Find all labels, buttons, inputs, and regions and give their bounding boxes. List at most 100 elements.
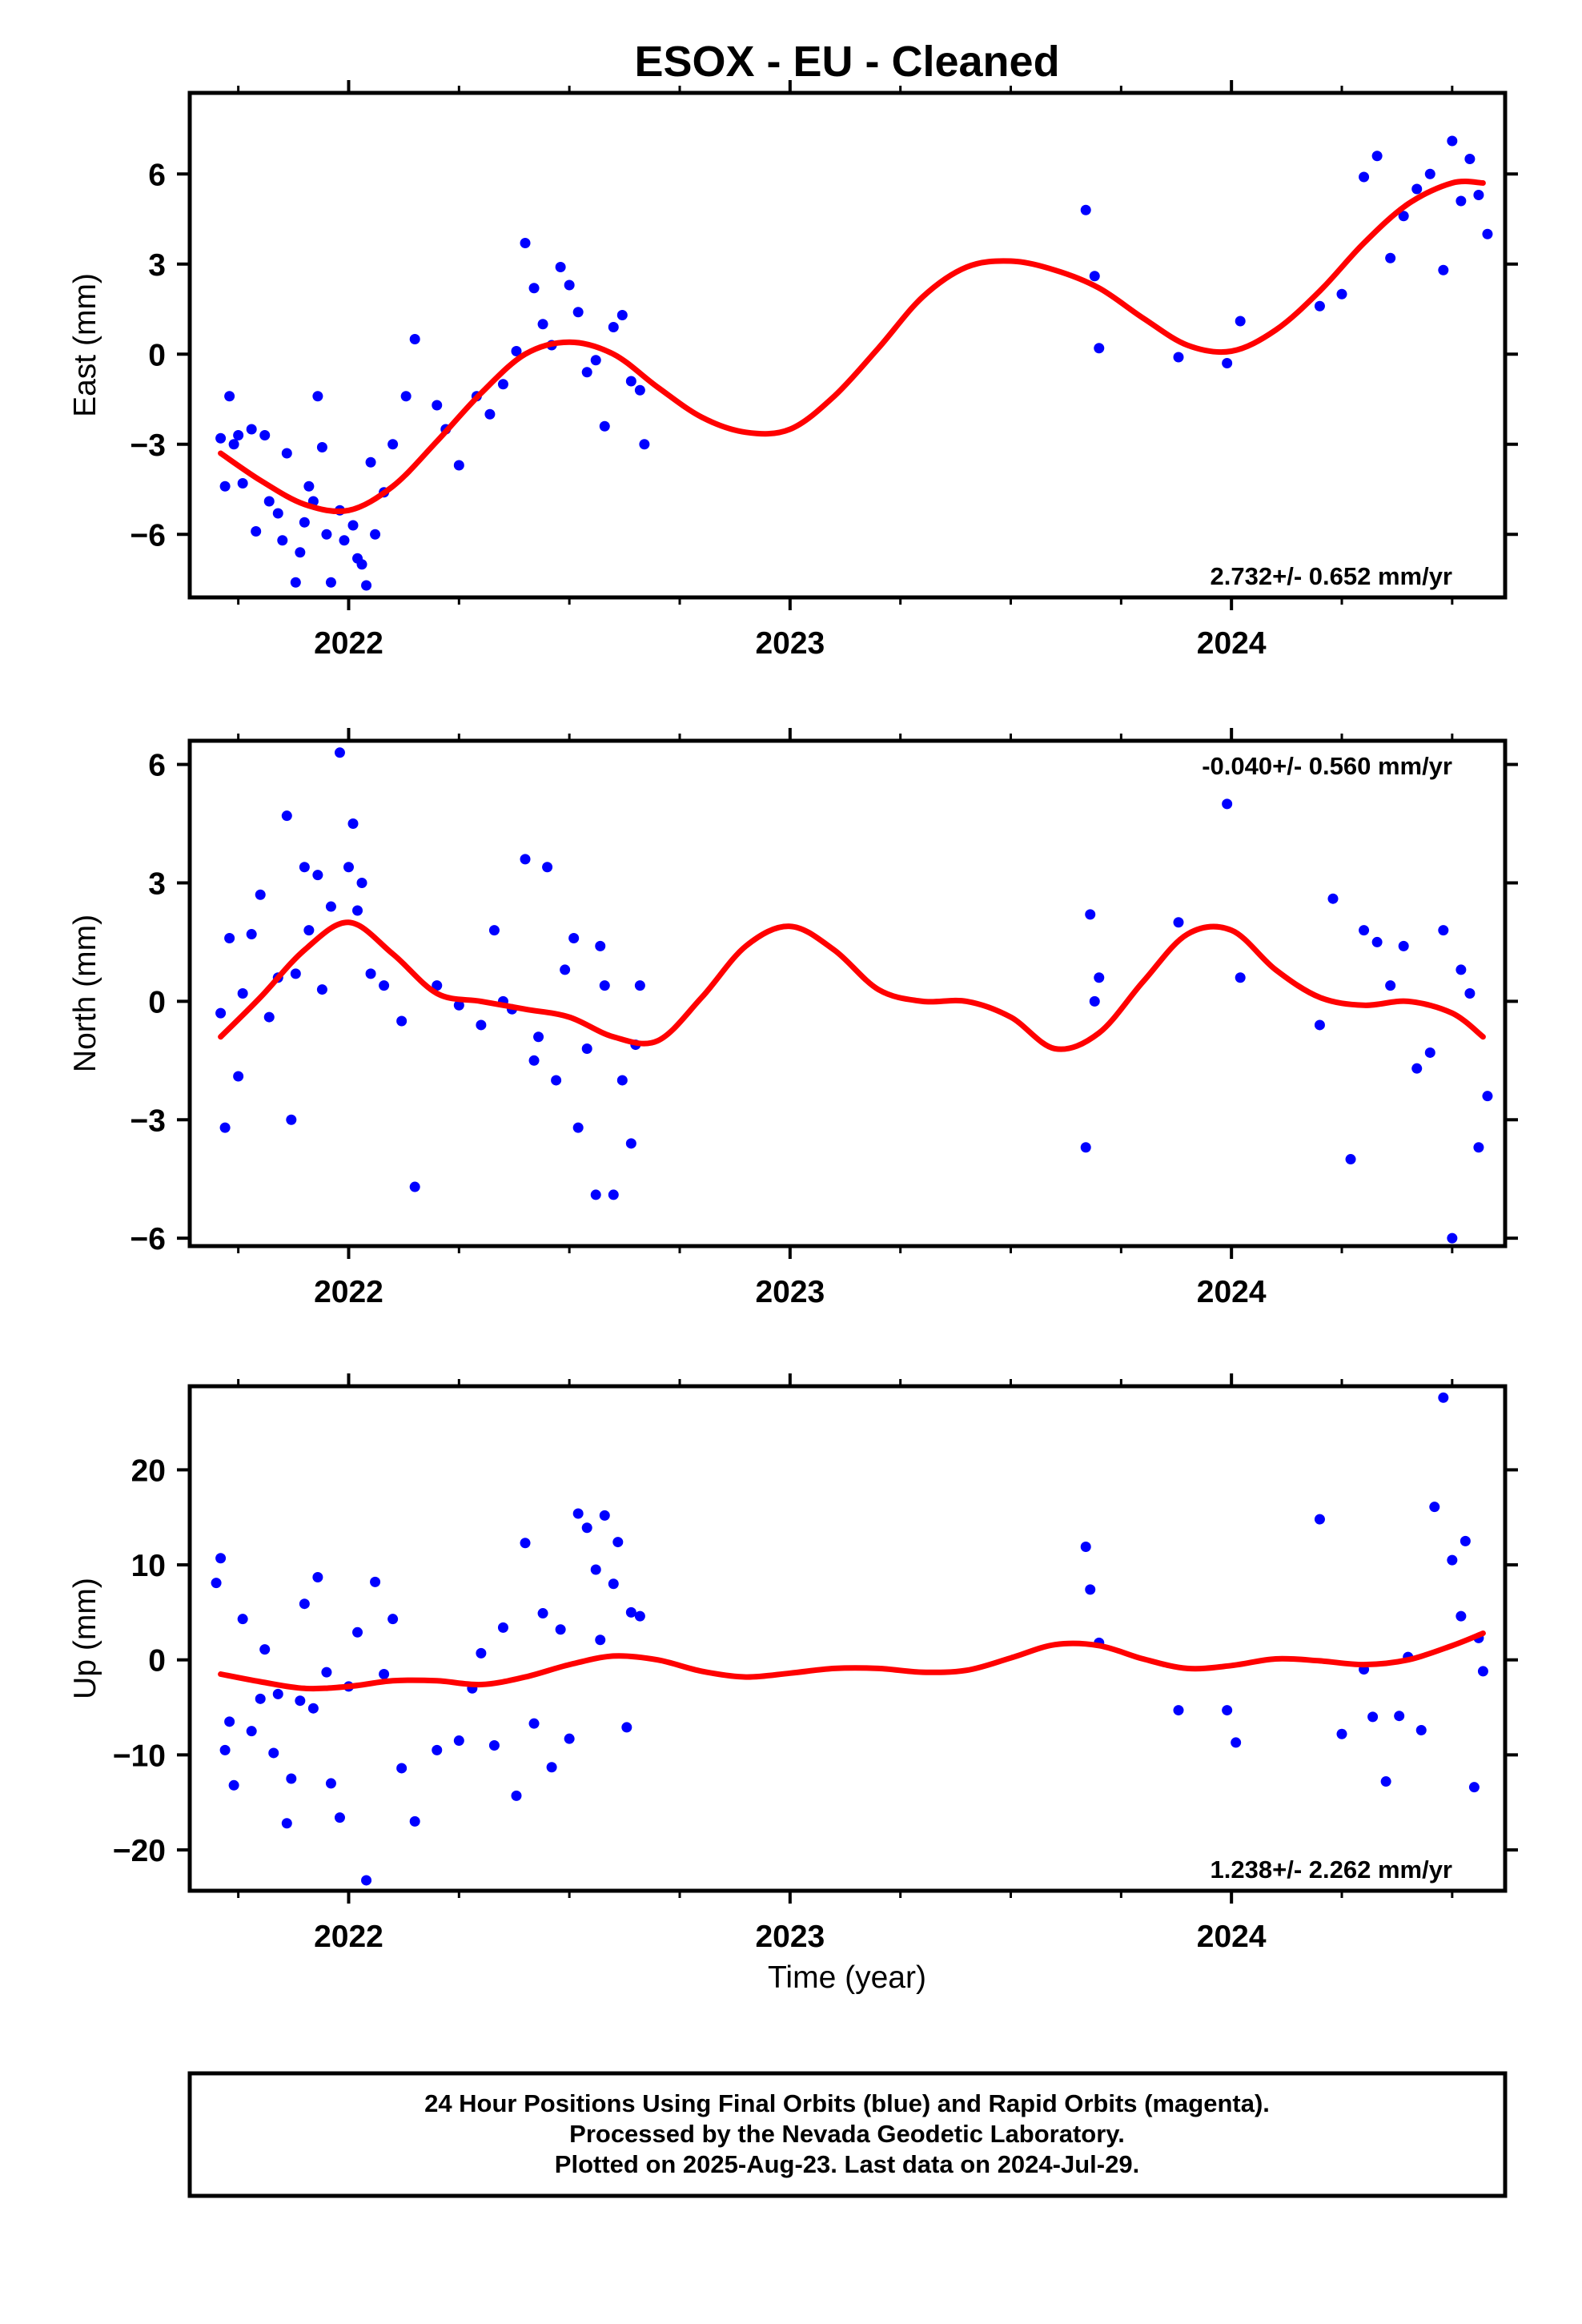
- data-point: [219, 1744, 231, 1755]
- data-point: [219, 1122, 231, 1133]
- up-panel: 2022 2023 2024 −20 −10 0 10 20 Up (mm) 1.238+/- 2…: [68, 1373, 1518, 1954]
- data-point: [356, 877, 367, 888]
- data-point: [295, 1695, 306, 1707]
- data-point: [1222, 358, 1233, 368]
- data-point: [1085, 909, 1096, 920]
- data-point: [255, 1693, 266, 1704]
- data-point: [1447, 1554, 1458, 1566]
- data-point: [432, 400, 443, 411]
- data-point: [634, 1610, 645, 1622]
- data-point: [537, 319, 548, 330]
- data-point: [528, 283, 540, 294]
- data-point: [1468, 1782, 1480, 1793]
- data-point: [295, 547, 306, 558]
- data-point: [599, 420, 610, 432]
- data-point: [560, 964, 571, 975]
- data-point: [246, 1726, 257, 1737]
- data-point: [379, 980, 390, 991]
- data-point: [564, 279, 575, 291]
- data-point: [343, 862, 354, 873]
- data-point: [555, 1624, 566, 1635]
- data-point: [1460, 1535, 1471, 1546]
- data-point: [639, 439, 650, 450]
- data-point: [400, 391, 412, 402]
- x-tick-label: 2022: [314, 1275, 383, 1309]
- data-point: [595, 940, 606, 951]
- data-point: [1482, 228, 1493, 239]
- data-point: [616, 1075, 628, 1086]
- data-point: [1398, 211, 1409, 222]
- x-tick-label: 2022: [314, 1920, 383, 1954]
- plot-frame: [187, 738, 1508, 1248]
- data-point: [268, 1747, 279, 1759]
- data-point: [581, 367, 592, 378]
- data-point: [608, 322, 619, 332]
- data-point: [281, 1818, 292, 1829]
- data-point: [237, 1614, 248, 1625]
- data-point: [1327, 893, 1339, 904]
- data-point: [1447, 135, 1458, 147]
- data-point: [1231, 1737, 1242, 1748]
- data-point: [1314, 1019, 1325, 1031]
- y-axis-label: Up (mm): [68, 1578, 102, 1699]
- data-point: [625, 1606, 636, 1618]
- data-point: [1385, 980, 1396, 991]
- velocity-rate-label: 2.732+/- 0.652 mm/yr: [1211, 562, 1452, 590]
- data-point: [555, 262, 566, 272]
- east-panel: 2022 2023 2024 −6 −3 0 3 6 East (mm) 2.732+/- 0.6…: [68, 80, 1518, 661]
- data-point: [290, 577, 301, 588]
- data-point: [1235, 316, 1246, 327]
- data-point: [299, 517, 310, 528]
- data-point: [263, 496, 275, 507]
- data-point: [1173, 917, 1184, 928]
- data-point: [365, 456, 376, 468]
- data-point: [277, 535, 288, 546]
- data-point: [1314, 300, 1325, 312]
- data-point: [312, 391, 323, 402]
- data-point: [1456, 195, 1467, 207]
- footer-box: [187, 2071, 1508, 2198]
- data-point: [286, 1114, 297, 1125]
- data-point: [1385, 252, 1396, 263]
- data-point: [590, 355, 601, 366]
- x-tick-label: 2023: [755, 626, 825, 661]
- data-point: [272, 508, 283, 519]
- north-panel: 2022 2023 2024 −6 −3 0 3 6 North (mm) -0.040+/- 0…: [68, 728, 1518, 1309]
- data-point: [237, 478, 248, 489]
- data-point: [520, 854, 531, 865]
- y-tick-label: −20: [113, 1834, 166, 1868]
- y-axis-label: North (mm): [68, 915, 102, 1072]
- data-point: [1371, 936, 1383, 947]
- data-point: [1222, 1705, 1233, 1716]
- y-tick-label: 10: [131, 1549, 166, 1583]
- data-point: [237, 988, 248, 999]
- data-point: [1464, 154, 1476, 164]
- x-axis-label: Time (year): [768, 1960, 926, 1995]
- x-tick-label: 2024: [1197, 1275, 1267, 1309]
- data-point: [255, 889, 266, 900]
- y-tick-label: 0: [148, 1644, 166, 1679]
- data-points: [215, 747, 1493, 1244]
- velocity-rate-label: 1.238+/- 2.262 mm/yr: [1211, 1856, 1452, 1884]
- data-point: [453, 1735, 464, 1747]
- data-point: [537, 1608, 548, 1619]
- data-point: [511, 1790, 522, 1801]
- data-point: [528, 1055, 540, 1066]
- data-point: [361, 1875, 372, 1886]
- data-point: [1336, 1728, 1347, 1739]
- data-point: [484, 408, 496, 420]
- data-point: [599, 980, 610, 991]
- data-point: [361, 580, 372, 591]
- data-point: [1094, 972, 1105, 983]
- data-point: [387, 439, 399, 450]
- y-axis-label: East (mm): [68, 273, 102, 417]
- x-tick-label: 2023: [755, 1275, 825, 1309]
- data-point: [251, 526, 262, 537]
- data-point: [581, 1522, 592, 1534]
- data-point: [564, 1733, 575, 1744]
- y-tick-label: 6: [148, 749, 166, 783]
- data-point: [599, 1510, 610, 1521]
- data-point: [396, 1015, 408, 1027]
- y-tick-label: −6: [130, 518, 166, 553]
- data-point: [572, 307, 584, 318]
